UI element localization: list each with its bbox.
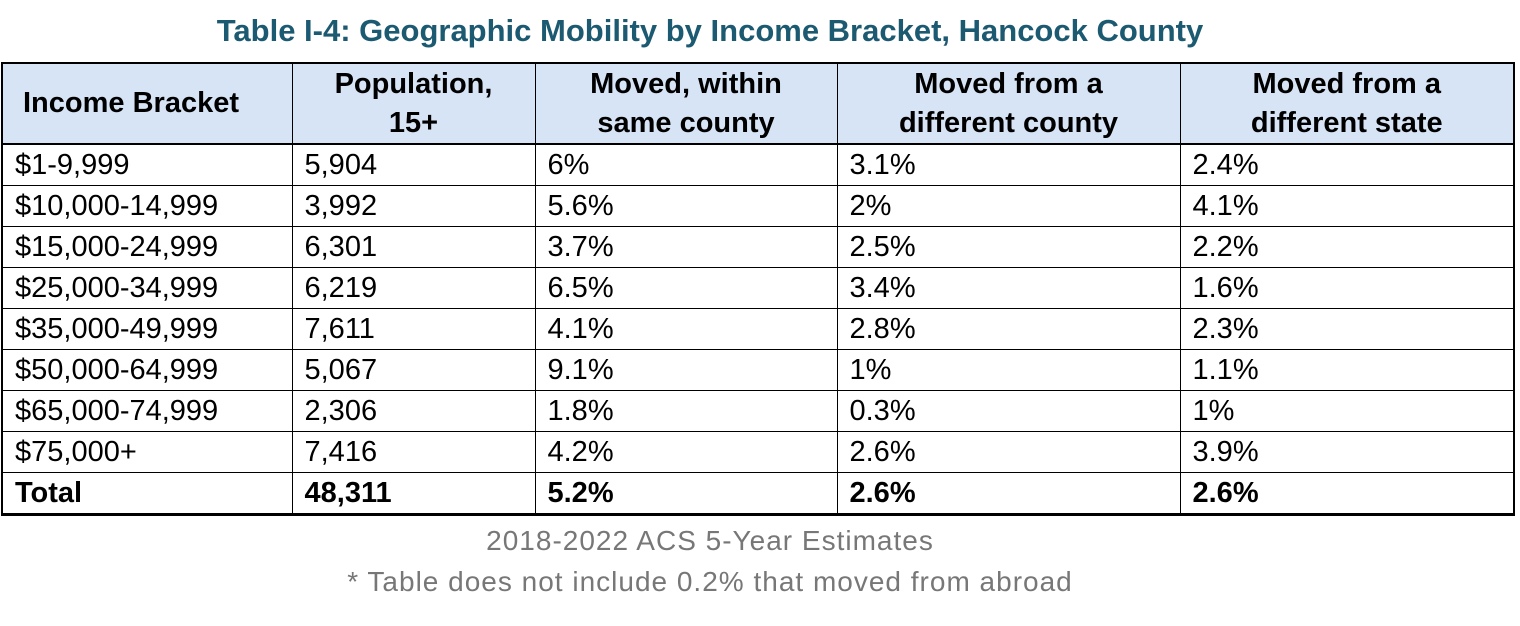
- table-row: $25,000-34,999 6,219 6.5% 3.4% 1.6%: [1, 267, 1515, 309]
- table-cell: 5,904: [291, 143, 536, 186]
- total-row: Total 48,311 5.2% 2.6% 2.6%: [1, 472, 1515, 515]
- table-cell: 48,311: [291, 472, 536, 515]
- income-bracket-cell: $10,000-14,999: [1, 185, 293, 227]
- footnote: * Table does not include 0.2% that moved…: [347, 566, 1073, 597]
- table-row: $35,000-49,999 7,611 4.1% 2.8% 2.3%: [1, 308, 1515, 350]
- income-bracket-cell: $65,000-74,999: [1, 390, 293, 432]
- table-cell: 2%: [836, 185, 1181, 227]
- table-row: $50,000-64,999 5,067 9.1% 1% 1.1%: [1, 349, 1515, 391]
- income-bracket-cell: $50,000-64,999: [1, 349, 293, 391]
- table-cell: 1.6%: [1179, 267, 1515, 309]
- table-cell: 1%: [1179, 390, 1515, 432]
- income-bracket-cell: $1-9,999: [1, 143, 293, 186]
- table-cell: 2,306: [291, 390, 536, 432]
- table-cell: 3.4%: [836, 267, 1181, 309]
- table-cell: 2.5%: [836, 226, 1181, 268]
- column-header: Moved from a different county: [836, 62, 1181, 145]
- table-title: Table I-4: Geographic Mobility by Income…: [216, 13, 1204, 48]
- table-cell: 2.8%: [836, 308, 1181, 350]
- table-cell: 1%: [836, 349, 1181, 391]
- table-cell: 7,416: [291, 431, 536, 473]
- table-row: $1-9,999 5,904 6% 3.1% 2.4%: [1, 143, 1515, 186]
- income-bracket-cell: $15,000-24,999: [1, 226, 293, 268]
- footnote: 2018-2022 ACS 5-Year Estimates: [486, 525, 934, 556]
- table-cell: 2.6%: [1179, 472, 1515, 515]
- table-cell: 3.1%: [836, 143, 1181, 186]
- table-cell: 4.1%: [534, 308, 838, 350]
- table-cell: 6.5%: [534, 267, 838, 309]
- table-body: $1-9,999 5,904 6% 3.1% 2.4% $10,000-14,999 3,9…: [1, 143, 1515, 515]
- table-cell: 4.1%: [1179, 185, 1515, 227]
- table-cell: 9.1%: [534, 349, 838, 391]
- footnotes: 2018-2022 ACS 5-Year Estimates * Table do…: [0, 520, 1520, 602]
- income-bracket-cell: $25,000-34,999: [1, 267, 293, 309]
- table-header: Income Bracket Population, 15+ Moved, withi…: [1, 62, 1515, 145]
- table-cell: 2.6%: [836, 431, 1181, 473]
- table-cell: 6,219: [291, 267, 536, 309]
- table-cell: 1.1%: [1179, 349, 1515, 391]
- table-cell: 0.3%: [836, 390, 1181, 432]
- mobility-table: Income Bracket Population, 15+ Moved, withi…: [1, 62, 1515, 516]
- income-bracket-cell: $75,000+: [1, 431, 293, 473]
- table-cell: 3.9%: [1179, 431, 1515, 473]
- table-cell: 4.2%: [534, 431, 838, 473]
- table-cell: 3,992: [291, 185, 536, 227]
- table-cell: 5.6%: [534, 185, 838, 227]
- income-bracket-cell: $35,000-49,999: [1, 308, 293, 350]
- column-header: Income Bracket: [1, 62, 293, 145]
- table-cell: 6%: [534, 143, 838, 186]
- table-row: $75,000+ 7,416 4.2% 2.6% 3.9%: [1, 431, 1515, 473]
- table-cell: 5.2%: [534, 472, 838, 515]
- table-row: $15,000-24,999 6,301 3.7% 2.5% 2.2%: [1, 226, 1515, 268]
- column-header: Moved from a different state: [1179, 62, 1515, 145]
- table-cell: 2.3%: [1179, 308, 1515, 350]
- column-header: Population, 15+: [291, 62, 536, 145]
- table-cell: 3.7%: [534, 226, 838, 268]
- table-cell: 2.2%: [1179, 226, 1515, 268]
- column-header-row: Income Bracket Population, 15+ Moved, withi…: [1, 62, 1515, 145]
- table-cell: 6,301: [291, 226, 536, 268]
- table-row: $65,000-74,999 2,306 1.8% 0.3% 1%: [1, 390, 1515, 432]
- table-cell: 5,067: [291, 349, 536, 391]
- table-row: $10,000-14,999 3,992 5.6% 2% 4.1%: [1, 185, 1515, 227]
- table-cell: 7,611: [291, 308, 536, 350]
- table-cell: 2.4%: [1179, 143, 1515, 186]
- income-bracket-cell: Total: [1, 472, 293, 515]
- column-header: Moved, within same county: [534, 62, 838, 145]
- table-cell: 2.6%: [836, 472, 1181, 515]
- table-cell: 1.8%: [534, 390, 838, 432]
